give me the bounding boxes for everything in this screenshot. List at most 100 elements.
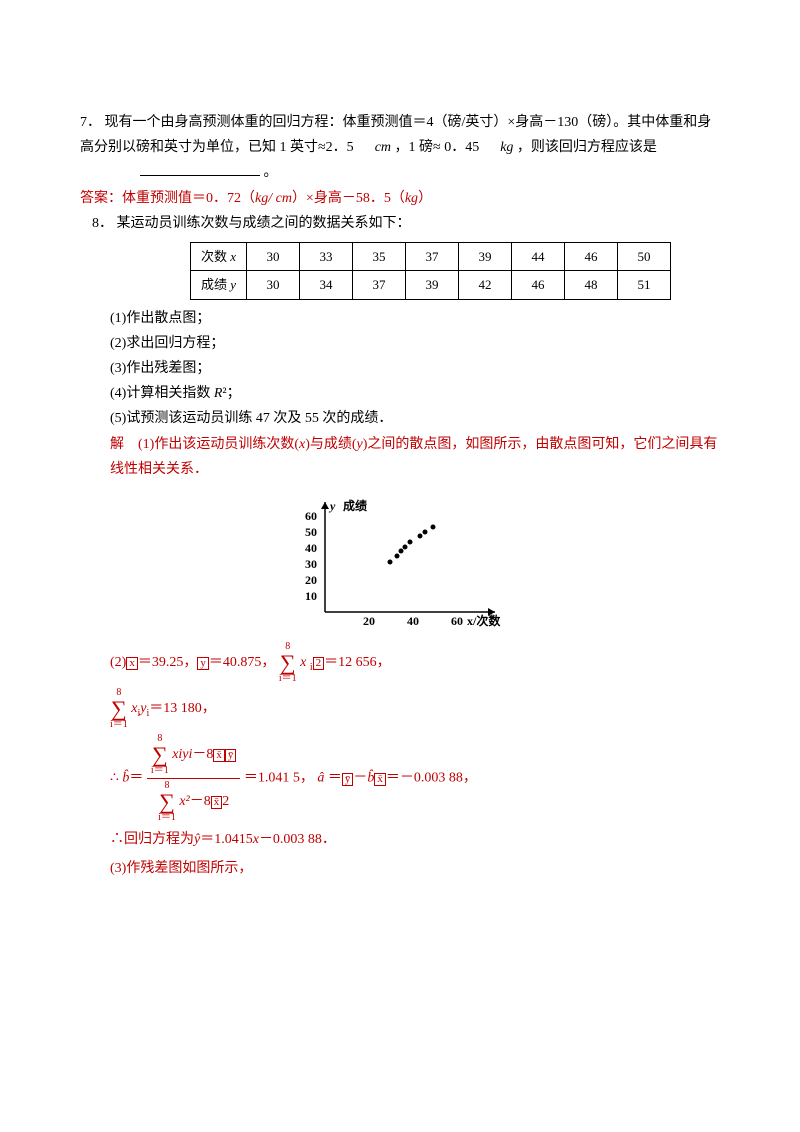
q7-blank [140, 161, 260, 176]
sum-symbol: 8∑i＝1 [158, 781, 176, 823]
q8-intro: 某运动员训练次数与成绩之间的数据关系如下： [117, 216, 411, 231]
eq1: ＝12 656， [324, 655, 391, 670]
ybar-box: ȳ [225, 749, 237, 762]
q8-parts: (1)作出散点图； (2)求出回归方程； (3)作出残差图； (4)计算相关指数… [80, 306, 720, 482]
ybar-box: y [197, 657, 209, 670]
l4b: ＝1.0415 [200, 832, 253, 847]
xbar-box: x̄ [213, 749, 225, 762]
question-7: 7． 现有一个由身高预测体重的回归方程：体重预测值＝4（磅/英寸）×身高－130… [80, 110, 720, 186]
l4c: －0.003 88． [259, 832, 336, 847]
ytick: 10 [305, 589, 317, 603]
q7-ans-prefix: 答案：体重预测值＝0．72（ [80, 191, 255, 206]
x-axis-label: x/次数 [467, 613, 501, 628]
cell: 39 [459, 242, 512, 270]
eq4b: － [353, 771, 367, 786]
xtick: 20 [363, 614, 375, 628]
y-axis-var: y [328, 499, 336, 513]
sol2-line4: ∴回归方程为ŷ＝1.0415x－0.003 88． [110, 827, 720, 852]
q7-unit-kg: kg [500, 140, 513, 155]
row1-label: 次数 [201, 249, 230, 264]
bhat2: b̂ [367, 771, 374, 786]
sum-bot: i＝1 [158, 813, 176, 823]
ahat: â [317, 771, 324, 786]
eq2: ＝13 180， [149, 701, 216, 716]
sol2-l1b: ＝39.25， [138, 655, 198, 670]
cell: 42 [459, 271, 512, 299]
sol2-line1: (2)x＝39.25，y＝40.875， 8∑i＝1 x i2＝12 656， [110, 642, 720, 684]
cell: 48 [565, 271, 618, 299]
cell: 51 [618, 271, 671, 299]
q8-p2: (2)求出回归方程； [110, 331, 720, 356]
q8-p4-c: ²； [222, 386, 240, 401]
cell: 37 [353, 271, 406, 299]
ytick: 20 [305, 573, 317, 587]
sum-symbol: 8∑i＝1 [279, 642, 297, 684]
q7-ans-mid: ）×身高－58．5（ [292, 191, 405, 206]
q7-ans-end: ） [418, 191, 432, 206]
cell: 46 [512, 271, 565, 299]
q8-number: 8． [92, 216, 113, 231]
table-row: 成绩 y 30 34 37 39 42 46 48 51 [191, 271, 671, 299]
frac-num: 8∑i＝1 xiyi－8x̄ȳ [147, 734, 241, 779]
sum-symbol: 8∑i＝1 [151, 734, 169, 776]
xbar-box: x [126, 657, 138, 670]
cell: 35 [353, 242, 406, 270]
sol1-a: 解 (1)作出该运动员训练次数( [110, 437, 299, 452]
xbar2-box: x̄ [211, 796, 223, 809]
q8-p5: (5)试预测该运动员训练 47 次及 55 次的成绩． [110, 406, 720, 431]
table-row: 次数 x 30 33 35 37 39 44 46 50 [191, 242, 671, 270]
cell: 33 [300, 242, 353, 270]
sol2-line2: 8∑i＝1 xiyi＝13 180， [110, 688, 720, 730]
xbar-box: x̄ [374, 773, 386, 786]
frac-den: 8∑i＝1 x²－8x̄2 [147, 779, 241, 823]
cell: 37 [406, 242, 459, 270]
sol2-line3: ∴ b̂ ＝ 8∑i＝1 xiyi－8x̄ȳ 8∑i＝1 x²－8x̄2 ＝1.0… [110, 734, 720, 823]
q8-data-table: 次数 x 30 33 35 37 39 44 46 50 成绩 y 30 34 … [190, 242, 671, 300]
xi: x [300, 655, 306, 670]
xtick: 40 [407, 614, 419, 628]
eq3: ＝1.041 5， [244, 771, 314, 786]
sum-bot: i＝1 [151, 766, 169, 776]
ytick: 60 [305, 509, 317, 523]
q7-number: 7． [80, 115, 101, 130]
eq4c: ＝－0.003 88， [386, 771, 477, 786]
q8-p3: (3)作出残差图； [110, 356, 720, 381]
sum-symbol: 8∑i＝1 [110, 688, 128, 730]
sq-box: 2 [313, 657, 325, 670]
ybar-box: ȳ [342, 773, 354, 786]
cell: 39 [406, 271, 459, 299]
q8-sol1: 解 (1)作出该运动员训练次数(x)与成绩(y)之间的散点图，如图所示，由散点图… [110, 432, 720, 482]
row1-var: x [230, 249, 236, 264]
fraction: 8∑i＝1 xiyi－8x̄ȳ 8∑i＝1 x²－8x̄2 [147, 734, 241, 823]
cell: 30 [247, 271, 300, 299]
sum-bot: i＝1 [279, 674, 297, 684]
sol1-b: )与成绩( [305, 437, 356, 452]
row2-label-cell: 成绩 y [191, 271, 247, 299]
sol2-l1a: (2) [110, 655, 126, 670]
q8-p4-a: (4)计算相关指数 [110, 386, 214, 401]
q7-blank-line: 。 [80, 160, 720, 185]
q7-ans-unit2: kg [405, 191, 418, 206]
cell: 46 [565, 242, 618, 270]
ytick: 50 [305, 525, 317, 539]
cell: 50 [618, 242, 671, 270]
question-8: 8． 某运动员训练次数与成绩之间的数据关系如下： [92, 211, 720, 236]
bhat: b̂ [122, 771, 129, 786]
q7-ans-unit: kg/ cm [255, 191, 292, 206]
q7-period: 。 [264, 165, 278, 180]
q7-text-b: ，1 磅≈ 0．45 [395, 140, 480, 155]
q8-p1: (1)作出散点图； [110, 306, 720, 331]
therefore: ∴ [110, 771, 119, 786]
q8-sol2: (2)x＝39.25，y＝40.875， 8∑i＝1 x i2＝12 656， … [80, 642, 720, 881]
row2-label: 成绩 [201, 277, 230, 292]
cell: 44 [512, 242, 565, 270]
xtick: 60 [451, 614, 463, 628]
cell: 34 [300, 271, 353, 299]
q7-text-c: ，则该回归方程应该是 [517, 140, 657, 155]
ytick: 30 [305, 557, 317, 571]
y-axis-label: 成绩 [343, 498, 367, 513]
sum-bot: i＝1 [110, 720, 128, 730]
ytick: 40 [305, 541, 317, 555]
eq4a: ＝ [328, 771, 342, 786]
cell: 30 [247, 242, 300, 270]
